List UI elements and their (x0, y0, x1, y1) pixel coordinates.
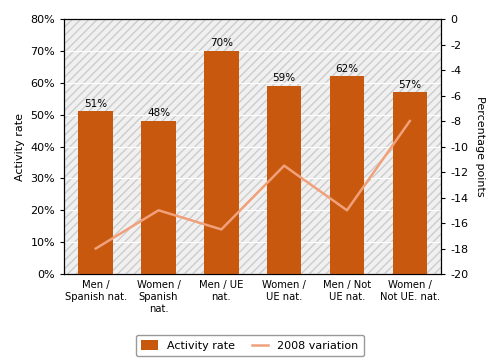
Bar (142, 121, 176, 274)
Legend: Activity rate, 2008 variation: Activity rate, 2008 variation (136, 334, 364, 357)
Y-axis label: Activity rate: Activity rate (15, 113, 25, 181)
Text: 48%: 48% (147, 109, 170, 118)
Text: 59%: 59% (272, 73, 295, 83)
Text: 70%: 70% (210, 38, 233, 49)
Bar (330, 76, 364, 274)
Bar (78, 111, 113, 274)
Text: 57%: 57% (398, 80, 421, 90)
Text: 62%: 62% (336, 64, 358, 74)
Bar (267, 86, 302, 274)
Bar (204, 51, 238, 274)
Text: 51%: 51% (84, 99, 108, 109)
Y-axis label: Percentage points: Percentage points (475, 96, 485, 197)
Bar (392, 92, 427, 274)
